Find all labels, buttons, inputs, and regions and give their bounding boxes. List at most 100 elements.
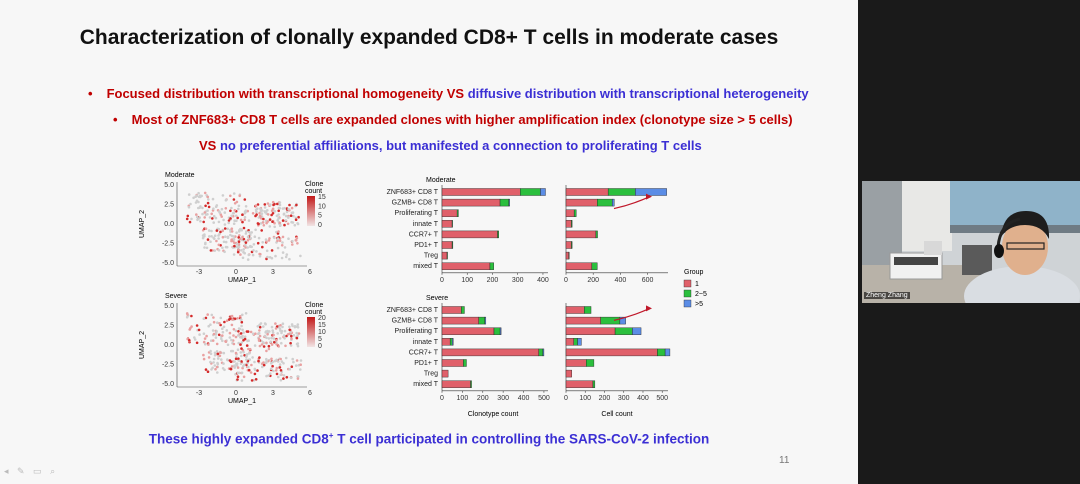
umap-point xyxy=(220,337,223,341)
umap-point xyxy=(212,207,215,210)
umap-x-label: UMAP_1 xyxy=(228,277,256,284)
umap-point xyxy=(187,205,191,209)
umap-point xyxy=(267,337,271,340)
umap-point xyxy=(201,236,205,240)
umap-legend-title: Clone xyxy=(305,181,323,188)
umap-point xyxy=(240,341,244,344)
umap-point xyxy=(282,377,285,380)
umap-point xyxy=(299,368,302,371)
bullet1-red-text: Focused distribution with transcriptiona… xyxy=(106,86,465,101)
umap-y-label: UMAP_2 xyxy=(139,331,146,359)
umap-point xyxy=(288,328,291,332)
umap-point xyxy=(207,198,210,201)
umap-point xyxy=(239,343,242,346)
umap-point xyxy=(211,197,215,201)
bar-segment xyxy=(441,380,471,388)
slide: Characterization of clonally expanded CD… xyxy=(0,0,858,484)
umap-point xyxy=(278,327,282,330)
bar-segment xyxy=(538,348,544,357)
umap-point xyxy=(257,359,260,363)
umap-point xyxy=(186,313,189,316)
umap-point xyxy=(230,227,234,230)
umap-point xyxy=(268,237,271,240)
umap-point xyxy=(256,325,260,328)
umap-point xyxy=(289,376,293,380)
bar-segment xyxy=(565,262,593,270)
umap-y-tick: 5.0 xyxy=(164,182,174,189)
umap-point xyxy=(273,341,276,344)
umap-point xyxy=(248,352,251,355)
bar-segment xyxy=(586,359,595,367)
umap-point xyxy=(277,209,280,213)
umap-point xyxy=(263,203,267,206)
bar-segment xyxy=(446,251,448,260)
umap-point xyxy=(256,369,259,372)
umap-point xyxy=(232,342,236,346)
umap-point xyxy=(247,368,251,372)
umap-point xyxy=(294,218,298,221)
bar-segment xyxy=(573,209,577,217)
umap-point xyxy=(294,364,298,367)
umap-point xyxy=(206,195,210,199)
umap-point xyxy=(230,214,233,218)
bullet1-blue-text: diffusive distribution with transcriptio… xyxy=(467,86,809,101)
bar-segment xyxy=(463,359,467,367)
bar-segment xyxy=(441,220,453,228)
umap-point xyxy=(263,334,267,338)
bar-segment xyxy=(597,198,613,207)
umap-point xyxy=(210,235,213,238)
umap-point xyxy=(267,347,271,351)
umap-point xyxy=(204,204,207,208)
footer-sup: + xyxy=(328,431,334,440)
umap-point xyxy=(262,224,266,227)
bar-category-label: CCR7+ T xyxy=(409,349,439,356)
umap-point xyxy=(276,332,279,335)
umap-point xyxy=(279,329,282,332)
umap-point xyxy=(209,323,212,326)
umap-point xyxy=(260,209,264,212)
umap-point xyxy=(287,207,290,211)
umap-point xyxy=(195,341,199,345)
slide-toolbar[interactable]: ◂ ✎ ▭ ⌕ xyxy=(4,466,59,476)
bar-category-label: ZNF683+ CD8 T xyxy=(387,189,439,196)
umap-point xyxy=(207,343,210,346)
umap-point xyxy=(283,206,286,210)
bar-segment xyxy=(493,327,501,335)
bar-segment xyxy=(451,338,454,346)
umap-point xyxy=(278,201,282,204)
umap-point xyxy=(217,249,221,252)
umap-point xyxy=(261,221,265,224)
umap-panel-label: Severe xyxy=(165,293,187,300)
umap-point xyxy=(274,327,278,330)
umap-point xyxy=(229,233,232,237)
umap-point xyxy=(235,231,238,234)
webcam-tile[interactable]: Zheng Zhang xyxy=(862,181,1080,303)
bar-segment xyxy=(565,369,572,378)
umap-point xyxy=(202,317,206,320)
umap-point xyxy=(219,316,223,320)
umap-point xyxy=(212,236,215,240)
umap-point xyxy=(243,215,247,219)
umap-y-tick: 0.0 xyxy=(164,342,174,349)
umap-point xyxy=(282,213,286,216)
bar-legend-title: Group xyxy=(684,269,704,276)
umap-point xyxy=(290,334,293,338)
umap-point xyxy=(185,217,189,221)
umap-point xyxy=(193,338,197,341)
umap-point xyxy=(243,337,247,341)
bar-category-label: innate T xyxy=(413,339,439,346)
bar-segment xyxy=(441,369,449,378)
umap-point xyxy=(272,369,275,373)
umap-point xyxy=(215,350,219,353)
umap-point xyxy=(249,371,253,374)
bar-x-tick-label: 0 xyxy=(564,395,568,402)
umap-point xyxy=(238,234,241,237)
bar-segment xyxy=(595,230,598,239)
umap-point xyxy=(290,206,294,210)
umap-point xyxy=(236,375,240,378)
umap-point xyxy=(292,360,295,364)
umap-point xyxy=(202,353,205,357)
umap-point xyxy=(215,239,218,243)
umap-point xyxy=(253,344,257,347)
umap-point xyxy=(245,330,249,333)
